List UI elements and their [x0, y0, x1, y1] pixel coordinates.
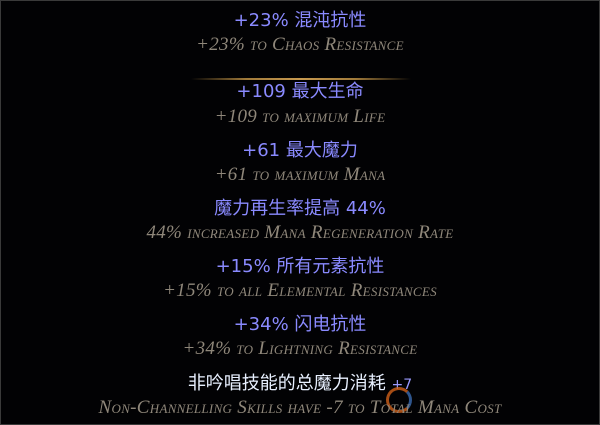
mod-cn-maximum-mana: +61 最大魔力: [242, 140, 358, 161]
mod-cn-lightning-resistance: +34% 闪电抗性: [233, 314, 367, 335]
mod-cn-maximum-life: +109 最大生命: [236, 81, 364, 102]
mod-en-elemental-resistances: +15% to all Elemental Resistances: [163, 280, 437, 301]
mod-cn-mana-regen: 魔力再生率提高 44%: [214, 198, 386, 219]
mod-en-lightning-resistance: +34% to Lightning Resistance: [182, 338, 418, 359]
mod-cn-mana-cost: 非吟唱技能的总魔力消耗 +7: [1, 369, 599, 395]
mod-en-mana-cost: Non-Channelling Skills have -7 to Total …: [98, 397, 502, 418]
mod-cn-elemental-resistances: +15% 所有元素抗性: [215, 256, 385, 277]
mod-en-maximum-mana: +61 to maximum Mana: [214, 164, 386, 185]
mod-en-chaos-resistance: +23% to Chaos Resistance: [196, 34, 404, 55]
mod-cn-mana-cost-text: 非吟唱技能的总魔力消耗: [187, 373, 386, 394]
separator: [191, 78, 411, 80]
mod-en-maximum-life: +109 to maximum Life: [214, 106, 386, 127]
watermark-logo-icon: [386, 387, 412, 413]
mod-en-mana-regen: 44% increased Mana Regeneration Rate: [146, 222, 454, 243]
mod-cn-chaos-resistance: +23% 混沌抗性: [233, 10, 367, 31]
